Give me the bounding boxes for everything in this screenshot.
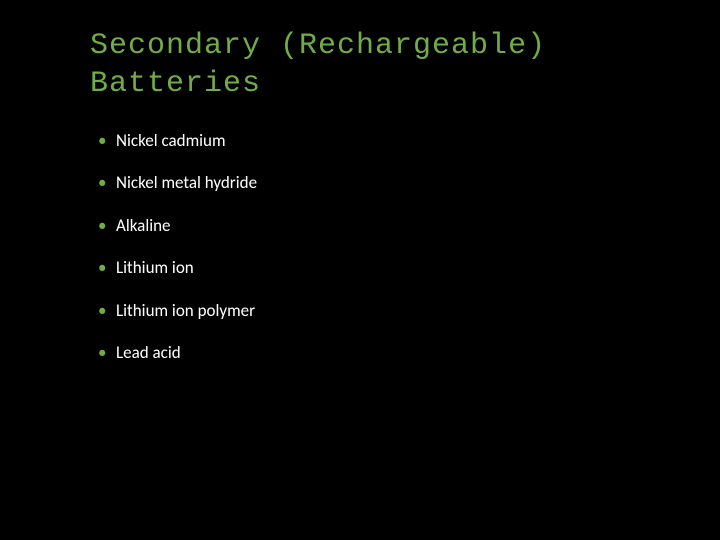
slide: Secondary (Rechargeable) Batteries Nicke… [0, 0, 720, 540]
list-item: Lead acid [98, 343, 720, 363]
list-item: Nickel cadmium [98, 131, 720, 151]
list-item: Nickel metal hydride [98, 173, 720, 193]
bullet-list: Nickel cadmium Nickel metal hydride Alka… [90, 131, 720, 363]
slide-title: Secondary (Rechargeable) Batteries [90, 28, 610, 103]
list-item: Alkaline [98, 216, 720, 236]
list-item: Lithium ion polymer [98, 301, 720, 321]
list-item: Lithium ion [98, 258, 720, 278]
